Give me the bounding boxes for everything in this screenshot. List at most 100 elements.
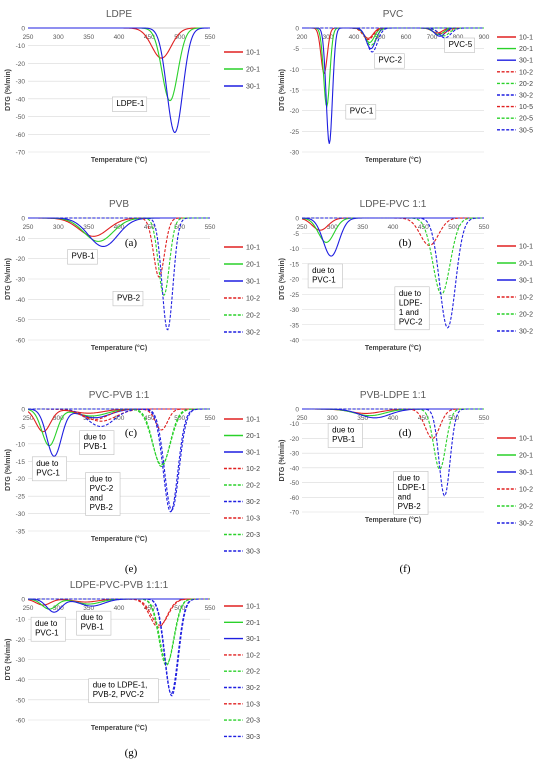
y-tick-label: -30 xyxy=(16,79,26,86)
x-tick-label: 550 xyxy=(205,415,216,422)
series-line-30-2 xyxy=(28,217,210,331)
svg-text:10-3: 10-3 xyxy=(246,516,260,523)
legend-item-30-1: 30-1 xyxy=(497,58,533,65)
y-tick-label: -10 xyxy=(290,246,300,253)
legend-item-30-3: 30-3 xyxy=(224,549,260,556)
svg-text:20-2: 20-2 xyxy=(246,483,260,490)
annotation: due to LDPE-1 and PVC-2 xyxy=(394,286,430,331)
x-tick-label: 400 xyxy=(388,415,399,422)
annotation: PVC-5 xyxy=(444,37,475,53)
svg-text:10-2: 10-2 xyxy=(519,487,533,494)
x-tick-label: 250 xyxy=(23,34,34,41)
annotation: PVB-1 xyxy=(67,249,98,265)
y-tick-label: -60 xyxy=(16,338,26,345)
y-tick-label: -20 xyxy=(290,436,300,443)
y-tick-label: -25 xyxy=(290,129,300,136)
legend-item-20-2: 20-2 xyxy=(224,483,260,490)
y-tick-label: -50 xyxy=(16,114,26,121)
legend-item-30-2: 30-2 xyxy=(224,685,260,692)
x-tick-label: 500 xyxy=(448,415,459,422)
svg-text:30-2: 30-2 xyxy=(246,685,260,692)
svg-text:30-2: 30-2 xyxy=(246,330,260,337)
legend-item-20-5: 20-5 xyxy=(497,116,533,123)
x-tick-label: 900 xyxy=(479,34,490,41)
chart-title: PVB xyxy=(109,199,129,210)
y-tick-label: -40 xyxy=(290,338,300,345)
legend-item-20-1: 20-1 xyxy=(224,262,260,269)
series-line-30-3 xyxy=(28,408,210,511)
y-tick-label: 0 xyxy=(21,407,25,414)
series-line-30-5 xyxy=(302,27,484,39)
legend-item-10-2: 10-2 xyxy=(497,69,533,76)
y-tick-label: -25 xyxy=(16,494,26,501)
legend-item-30-2: 30-2 xyxy=(497,521,533,528)
legend-item-10-2: 10-2 xyxy=(224,652,260,659)
y-tick-label: -60 xyxy=(290,495,300,502)
svg-text:30-2: 30-2 xyxy=(246,499,260,506)
y-tick-label: -10 xyxy=(290,67,300,74)
svg-text:30-1: 30-1 xyxy=(519,278,533,285)
svg-text:10-2: 10-2 xyxy=(246,652,260,659)
y-tick-label: -20 xyxy=(290,108,300,115)
svg-text:20-3: 20-3 xyxy=(246,532,260,539)
y-tick-label: -70 xyxy=(16,150,26,157)
x-tick-label: 500 xyxy=(174,224,185,231)
legend-item-30-1: 30-1 xyxy=(224,450,260,457)
legend-item-30-1: 30-1 xyxy=(224,636,260,643)
svg-text:20-2: 20-2 xyxy=(519,81,533,88)
svg-text:30-1: 30-1 xyxy=(246,279,260,286)
x-tick-label: 450 xyxy=(418,415,429,422)
svg-text:due to LDPE-1,PVB-2, PVC-2: due to LDPE-1, PVB-2, PVC-2 xyxy=(93,681,148,700)
x-tick-label: 450 xyxy=(144,34,155,41)
y-tick-label: -30 xyxy=(290,150,300,157)
legend-item-10-3: 10-3 xyxy=(224,516,260,523)
x-axis-label: Temperature (°C) xyxy=(91,344,147,352)
x-tick-label: 550 xyxy=(205,34,216,41)
svg-text:PVB-2: PVB-2 xyxy=(117,293,141,302)
svg-text:30-5: 30-5 xyxy=(519,127,533,134)
svg-text:30-1: 30-1 xyxy=(519,58,533,65)
x-tick-label: 250 xyxy=(297,224,308,231)
x-tick-label: 450 xyxy=(144,415,155,422)
x-tick-label: 300 xyxy=(323,34,334,41)
chart-panel-3: LDPE-PVC 1:1 0 -5 -10 -15 -20 -25 -30 -35 -40 250 3… xyxy=(279,199,533,352)
annotation: due to PVB-1 xyxy=(76,610,112,636)
chart-panel-5: PVB-LDPE 1:1 0 -10 -20 -30 -40 -50 -60 -70 250 300… xyxy=(279,390,533,528)
y-tick-label: -10 xyxy=(16,43,26,50)
annotation: due to PVB-1 xyxy=(327,423,363,448)
caption-e: (e) xyxy=(124,563,138,575)
x-tick-label: 500 xyxy=(174,605,185,612)
svg-text:20-1: 20-1 xyxy=(246,67,260,74)
y-axis-label: DTG (%/min) xyxy=(279,440,286,482)
y-tick-label: -20 xyxy=(16,61,26,68)
legend-item-30-2: 30-2 xyxy=(224,330,260,337)
svg-text:20-1: 20-1 xyxy=(519,261,533,268)
svg-text:PVC-1: PVC-1 xyxy=(350,107,374,116)
chart-title: PVB-LDPE 1:1 xyxy=(360,390,427,401)
legend-item-10-2: 10-2 xyxy=(497,487,533,494)
series-line-30-2 xyxy=(302,408,484,497)
chart-title: LDPE xyxy=(106,9,132,20)
y-tick-label: -15 xyxy=(290,88,300,95)
y-tick-label: -60 xyxy=(16,132,26,139)
svg-text:10-1: 10-1 xyxy=(519,35,533,42)
x-tick-label: 450 xyxy=(144,605,155,612)
x-tick-label: 500 xyxy=(448,224,459,231)
y-tick-label: -60 xyxy=(16,718,26,725)
x-tick-label: 250 xyxy=(297,415,308,422)
x-tick-label: 400 xyxy=(114,605,125,612)
svg-text:20-2: 20-2 xyxy=(246,313,260,320)
x-tick-label: 400 xyxy=(349,34,360,41)
svg-text:10-5: 10-5 xyxy=(519,104,533,111)
y-tick-label: -40 xyxy=(16,297,26,304)
legend-item-30-1: 30-1 xyxy=(497,278,533,285)
y-tick-label: -20 xyxy=(16,637,26,644)
y-axis-label: DTG (%/min) xyxy=(5,449,12,491)
annotation: due to PVC-1 xyxy=(307,263,343,289)
y-tick-label: -35 xyxy=(290,322,300,329)
x-tick-label: 550 xyxy=(479,415,490,422)
